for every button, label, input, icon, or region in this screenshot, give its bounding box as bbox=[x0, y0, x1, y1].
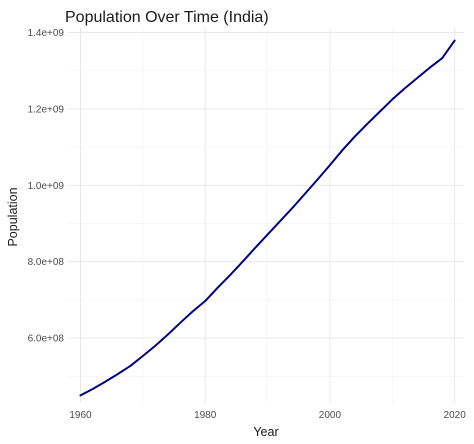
y-axis-title: Population bbox=[6, 187, 20, 246]
y-tick-label: 6.0e+08 bbox=[28, 334, 65, 345]
x-axis-title: Year bbox=[253, 425, 278, 439]
series-layer bbox=[79, 39, 456, 397]
x-tick-label: 2000 bbox=[319, 410, 342, 421]
x-tick-label: 1980 bbox=[194, 410, 217, 421]
y-tick-label: 1.4e+09 bbox=[28, 28, 65, 39]
x-tick-label: 2020 bbox=[444, 410, 467, 421]
axis-tick-labels: 1960 1980 2000 2020 6.0e+08 8.0e+08 1.0e+09 1.2… bbox=[28, 28, 467, 421]
gridlines bbox=[68, 28, 464, 403]
x-tick-label: 1960 bbox=[69, 410, 92, 421]
y-tick-label: 8.0e+08 bbox=[28, 257, 65, 268]
y-tick-label: 1.0e+09 bbox=[28, 181, 65, 192]
series-line bbox=[79, 39, 456, 397]
chart-title: Population Over Time (India) bbox=[65, 9, 269, 26]
y-tick-label: 1.2e+09 bbox=[28, 104, 65, 115]
